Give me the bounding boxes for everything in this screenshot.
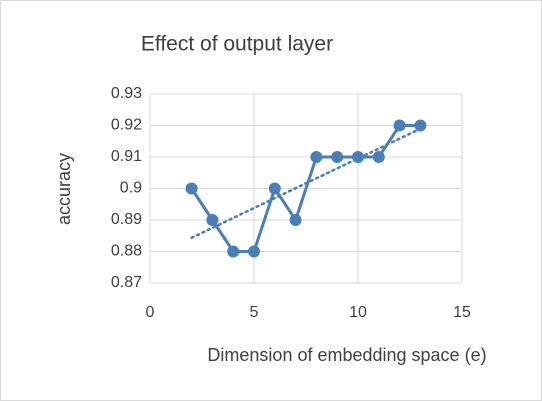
y-tick-label: 0.92: [111, 117, 142, 134]
x-tick-label: 0: [146, 304, 155, 321]
marker: [393, 119, 406, 132]
y-tick-label: 0.89: [111, 211, 142, 228]
x-axis-label: Dimension of embedding space (e): [207, 345, 486, 365]
marker: [331, 151, 344, 163]
marker: [414, 119, 427, 132]
trendline: [190, 127, 422, 240]
y-tick-label: 0.9: [120, 180, 142, 197]
x-tick-label: 5: [250, 304, 259, 321]
x-tick-label: 10: [349, 304, 367, 321]
marker: [352, 151, 364, 163]
marker: [289, 214, 302, 226]
y-tick-label: 0.91: [111, 148, 142, 165]
y-axis-label: accuracy: [54, 153, 74, 225]
x-tick-label: 15: [453, 304, 471, 321]
y-tick-label: 0.93: [111, 85, 142, 102]
chart-title: Effect of output layer: [141, 33, 333, 56]
series-line: [190, 124, 421, 253]
marker: [206, 214, 219, 226]
marker: [248, 245, 260, 258]
marker: [227, 245, 240, 258]
marker: [185, 182, 198, 195]
marker: [372, 151, 385, 163]
y-tick-label: 0.87: [111, 274, 142, 291]
y-tick-label: 0.88: [111, 243, 142, 260]
marker: [268, 182, 281, 195]
marker: [310, 151, 323, 163]
